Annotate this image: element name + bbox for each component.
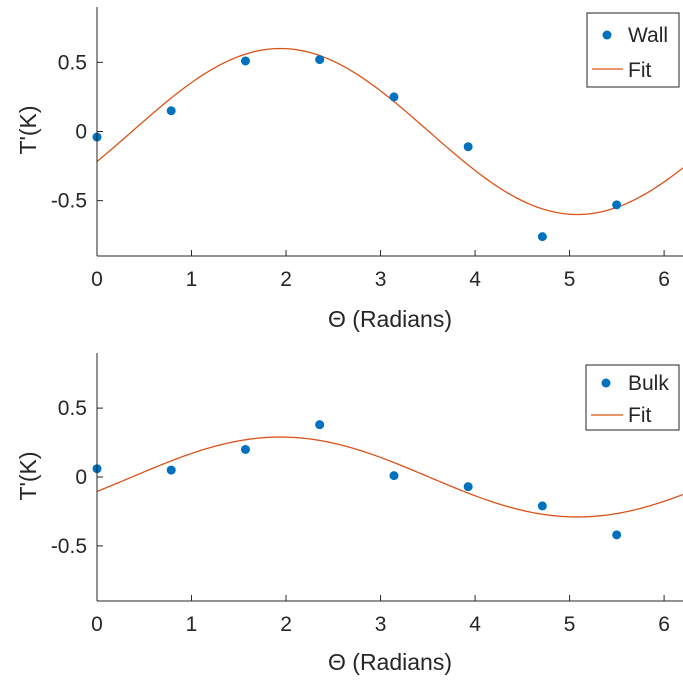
bottom-fit-line — [96, 436, 683, 518]
bottom-x-tick-label: 5 — [564, 613, 576, 636]
top-data-point — [240, 56, 250, 66]
bottom-legend-label-bulk: Bulk — [628, 372, 669, 395]
bottom-x-tick-label: 4 — [469, 613, 481, 636]
bottom-points-layer — [92, 420, 622, 540]
top-legend-label-wall: Wall — [628, 24, 668, 47]
bottom-data-point — [389, 471, 399, 481]
top-x-tick-label: 6 — [658, 268, 670, 291]
bottom-data-point — [315, 420, 325, 430]
top-legend-label-fit: Fit — [628, 59, 651, 82]
bottom-x-tick-label: 6 — [658, 613, 670, 636]
bottom-y-tick-label: 0.5 — [58, 397, 87, 420]
bottom-legend: Bulk Fit — [585, 364, 680, 431]
top-ticks: 0 1 2 3 4 5 6 -0.5 0 0.5 — [51, 51, 670, 291]
bottom-x-tick-label: 2 — [280, 613, 292, 636]
top-data-point — [166, 106, 176, 116]
top-x-tick-label: 3 — [375, 268, 387, 291]
top-axes: 0 1 2 3 4 5 6 -0.5 0 0.5 Θ (Radians) T'(K) Wall F… — [15, 7, 683, 332]
top-y-axis-label: T'(K) — [15, 105, 41, 154]
top-data-point — [389, 92, 399, 102]
top-x-tick-label: 2 — [280, 268, 292, 291]
bottom-fit-layer — [96, 436, 683, 518]
top-points-layer — [92, 55, 622, 242]
bottom-x-tick-label: 1 — [186, 613, 198, 636]
top-x-tick-label: 4 — [469, 268, 481, 291]
top-legend-marker-wall — [602, 30, 612, 40]
top-y-tick-label: 0.5 — [58, 51, 87, 74]
bottom-x-axis-label: Θ (Radians) — [328, 649, 452, 675]
top-data-point — [463, 142, 473, 152]
top-x-tick-label: 5 — [564, 268, 576, 291]
bottom-y-tick-label: -0.5 — [51, 535, 87, 558]
top-legend-box — [586, 12, 680, 88]
top-legend: Wall Fit — [586, 12, 680, 88]
bottom-x-tick-label: 3 — [375, 613, 387, 636]
top-x-tick-label: 1 — [186, 268, 198, 291]
bottom-ticks: 0 1 2 3 4 5 6 -0.5 0 0.5 — [51, 397, 670, 636]
bottom-data-point — [240, 444, 250, 454]
bottom-data-point — [537, 501, 547, 511]
top-x-tick-label: 0 — [91, 268, 103, 291]
bottom-legend-box — [585, 364, 680, 431]
bottom-data-point — [463, 482, 473, 492]
top-y-tick-label: -0.5 — [51, 190, 87, 213]
top-y-tick-label: 0 — [75, 121, 87, 144]
bottom-x-tick-label: 0 — [91, 613, 103, 636]
bottom-y-tick-label: 0 — [75, 466, 87, 489]
bottom-axes: 0 1 2 3 4 5 6 -0.5 0 0.5 Θ (Radians) T'(K) Bulk F… — [15, 353, 683, 675]
bottom-y-axis-label: T'(K) — [15, 451, 41, 500]
bottom-data-point — [612, 530, 622, 540]
top-x-axis-label: Θ (Radians) — [328, 306, 452, 332]
top-data-point — [315, 55, 325, 65]
top-data-point — [612, 200, 622, 210]
bottom-legend-marker-bulk — [601, 378, 611, 388]
bottom-legend-label-fit: Fit — [628, 404, 651, 427]
bottom-data-point — [166, 465, 176, 475]
top-data-point — [537, 232, 547, 242]
